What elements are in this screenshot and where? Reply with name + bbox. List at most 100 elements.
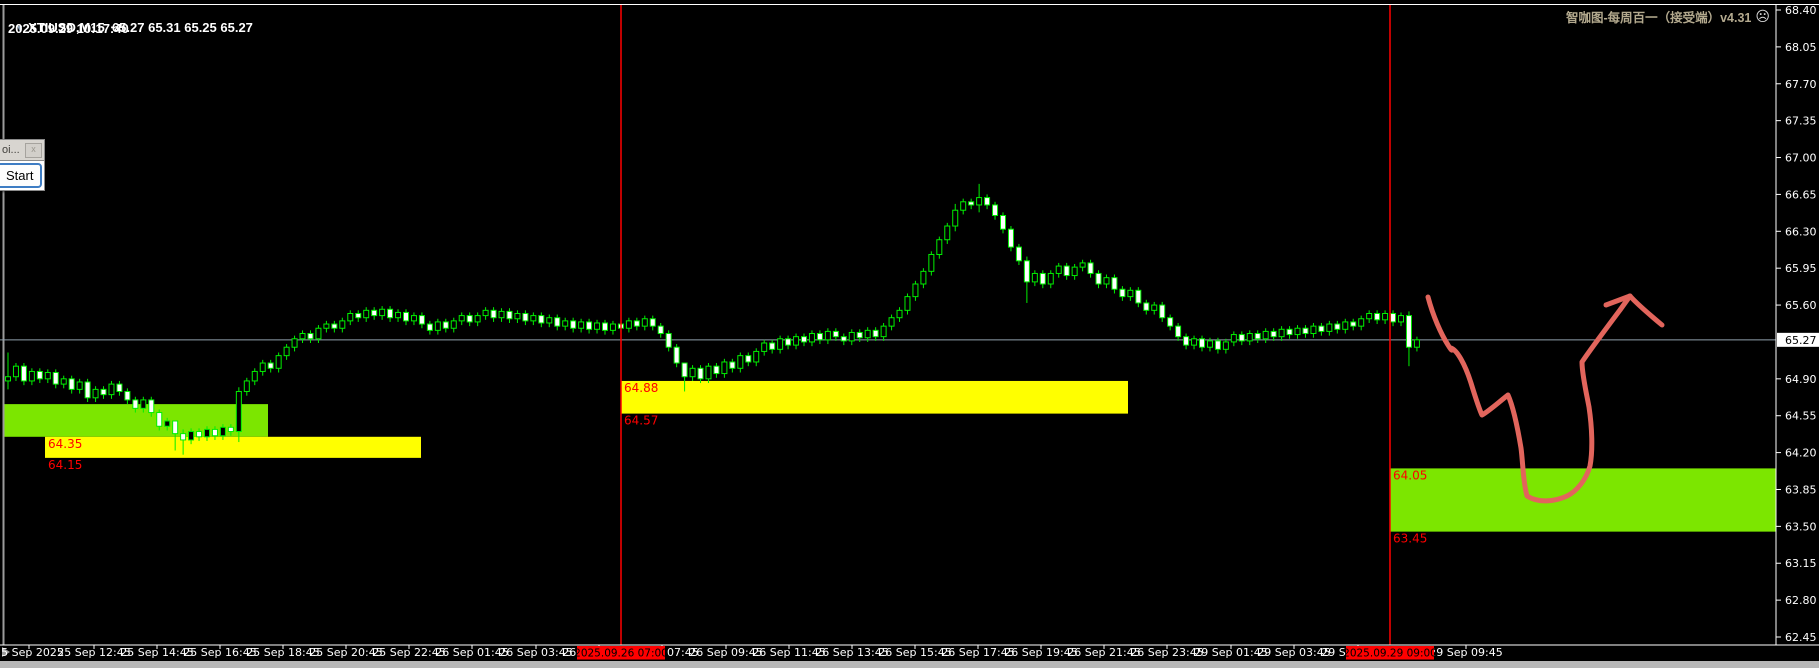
candle bbox=[697, 367, 704, 380]
candle bbox=[1007, 228, 1014, 248]
price-axis-label: 63.15 bbox=[1785, 557, 1817, 570]
candle bbox=[474, 315, 481, 323]
time-axis-label: 29 Sep 01:45 bbox=[1194, 646, 1267, 659]
start-button[interactable]: Start bbox=[0, 163, 42, 188]
candle bbox=[944, 225, 951, 241]
candle bbox=[44, 372, 51, 380]
candle bbox=[490, 309, 497, 319]
time-axis-label: 25 Sep 2025 bbox=[0, 646, 64, 659]
candle bbox=[713, 365, 720, 375]
time-axis-label: 25 Sep 16:45 bbox=[183, 646, 256, 659]
candle bbox=[267, 362, 274, 369]
candle bbox=[36, 370, 43, 380]
candle bbox=[665, 333, 672, 348]
price-axis-label: 63.85 bbox=[1785, 483, 1817, 496]
bid-price-tag bbox=[1777, 332, 1819, 347]
event-time-label-bg bbox=[577, 646, 665, 660]
candle bbox=[801, 336, 807, 343]
dialog-close-button[interactable]: x bbox=[25, 142, 42, 158]
candle bbox=[872, 329, 879, 338]
price-axis-label: 67.35 bbox=[1785, 115, 1817, 128]
candle bbox=[458, 315, 465, 322]
candle bbox=[124, 390, 131, 401]
price-axis-label: 64.20 bbox=[1785, 447, 1817, 460]
time-axis-label: 29 Sep 09:45 bbox=[1429, 646, 1502, 659]
price-axis-label: 67.00 bbox=[1785, 152, 1817, 165]
dialog-body: Start bbox=[0, 161, 45, 191]
candle bbox=[1254, 333, 1261, 340]
time-axis-label: 26 Sep 19:45 bbox=[1004, 646, 1077, 659]
dialog-title-text: oi... bbox=[2, 144, 20, 156]
indicator-title: 智咖图-每周百一（接受端）v4.31 ☹ bbox=[1566, 7, 1770, 26]
symbol-title[interactable]: ▼ XTIUSD,M15 65.27 65.31 65.25 65.27 bbox=[8, 5, 253, 35]
candle bbox=[904, 296, 911, 311]
candle bbox=[673, 346, 680, 364]
candle bbox=[888, 317, 895, 327]
candle bbox=[1055, 265, 1062, 274]
candle bbox=[522, 312, 529, 322]
price-axis-label: 65.95 bbox=[1785, 262, 1817, 275]
candle bbox=[769, 342, 776, 350]
candle bbox=[808, 333, 815, 343]
time-axis-label: 25 Sep 18:45 bbox=[246, 646, 319, 659]
hand-drawn-arrow[interactable] bbox=[1603, 293, 1633, 308]
candle bbox=[140, 399, 147, 409]
hand-drawn-arrow[interactable] bbox=[1627, 293, 1665, 328]
candle bbox=[968, 201, 975, 206]
candle bbox=[466, 315, 473, 323]
candle bbox=[5, 376, 11, 382]
candle bbox=[403, 311, 409, 322]
candle bbox=[1039, 272, 1046, 285]
time-axis-label: 26 Sep 11:45 bbox=[752, 646, 825, 659]
supply-zone-mid bbox=[621, 380, 1128, 414]
candle bbox=[1278, 328, 1285, 338]
zone-price-label: 63.45 bbox=[1393, 532, 1427, 546]
zone-price-label: 64.57 bbox=[624, 414, 658, 428]
candle bbox=[609, 323, 616, 331]
candle bbox=[1238, 334, 1245, 342]
candle bbox=[426, 323, 433, 331]
candle bbox=[761, 342, 768, 352]
candle bbox=[1151, 304, 1158, 311]
candle bbox=[148, 399, 155, 414]
candle bbox=[952, 209, 959, 227]
candle bbox=[371, 309, 378, 317]
candle bbox=[506, 310, 513, 320]
price-axis-label: 62.80 bbox=[1785, 594, 1817, 607]
price-axis-label: 68.40 bbox=[1785, 4, 1817, 17]
candle bbox=[1095, 272, 1102, 285]
candle bbox=[586, 321, 593, 330]
candle bbox=[1175, 325, 1182, 338]
candle bbox=[227, 426, 234, 433]
candle bbox=[816, 333, 823, 341]
candle bbox=[1127, 289, 1134, 298]
candle bbox=[793, 336, 800, 346]
dialog-titlebar[interactable]: oi... x bbox=[0, 139, 45, 161]
candle bbox=[1366, 312, 1373, 320]
candle bbox=[76, 381, 83, 390]
indicator-face-icon[interactable]: ☹ bbox=[1755, 8, 1770, 24]
hand-drawn-arrow[interactable] bbox=[1425, 293, 1633, 504]
bid-price-tag-text: 65.27 bbox=[1785, 334, 1817, 347]
time-axis-label: 25 Sep 14:45 bbox=[120, 646, 193, 659]
time-axis-label: 25 Sep 12:45 bbox=[57, 646, 130, 659]
candle bbox=[1382, 312, 1389, 321]
candle bbox=[52, 372, 59, 385]
candle bbox=[976, 197, 983, 206]
candle bbox=[1358, 318, 1365, 327]
candle bbox=[984, 197, 991, 206]
time-axis-label: 29 Sep 03:45 bbox=[1257, 646, 1330, 659]
window-bottom-strip bbox=[0, 661, 1819, 668]
candle bbox=[1326, 323, 1333, 332]
candle bbox=[28, 370, 35, 382]
symbol-dropdown-icon[interactable]: ▼ bbox=[15, 23, 25, 33]
price-axis-label: 67.70 bbox=[1785, 78, 1817, 91]
candle bbox=[570, 320, 577, 329]
candle bbox=[68, 378, 75, 390]
candle bbox=[1374, 312, 1381, 321]
candle bbox=[777, 338, 784, 350]
candle bbox=[1398, 315, 1404, 323]
scroll-arrow-icon[interactable] bbox=[2, 647, 10, 657]
candle bbox=[283, 346, 290, 357]
